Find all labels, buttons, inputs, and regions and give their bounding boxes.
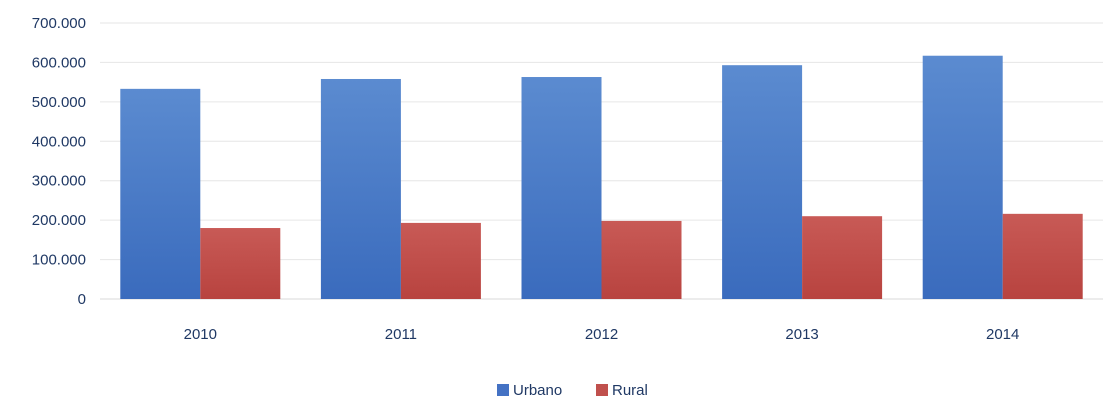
legend-label-urbano: Urbano: [513, 382, 562, 399]
x-tick-label: 2014: [986, 326, 1019, 343]
x-tick-label: 2013: [785, 326, 818, 343]
y-tick-label: 600.000: [32, 54, 86, 71]
legend: Urbano Rural: [497, 382, 648, 399]
y-tick-label: 100.000: [32, 252, 86, 269]
bar-rural-2014: [1002, 213, 1083, 299]
y-tick-label: 400.000: [32, 133, 86, 150]
y-tick-label: 300.000: [32, 173, 86, 190]
bar-urbano-2012: [521, 77, 602, 299]
y-tick-label: 0: [78, 291, 86, 308]
y-tick-label: 200.000: [32, 212, 86, 229]
bar-urbano-2013: [722, 65, 803, 299]
bar-rural-2012: [601, 220, 682, 299]
legend-swatch-urbano: [497, 384, 509, 396]
y-axis-ticks: 0 100.000 200.000 300.000 400.000 500.000 600.…: [32, 15, 86, 308]
x-axis-ticks: 2010 2011 2012 2013 2014: [184, 326, 1020, 343]
bar-rural-2010: [200, 228, 281, 299]
x-tick-label: 2011: [385, 326, 417, 343]
legend-swatch-rural: [596, 384, 608, 396]
bar-urbano-2010: [120, 88, 201, 300]
x-tick-label: 2010: [184, 326, 217, 343]
bar-urbano-2014: [922, 55, 1003, 300]
bar-urbano-2011: [320, 78, 401, 299]
x-tick-label: 2012: [585, 326, 618, 343]
y-tick-label: 500.000: [32, 94, 86, 111]
bar-rural-2013: [802, 216, 883, 299]
y-tick-label: 700.000: [32, 15, 86, 32]
bar-rural-2011: [400, 222, 481, 299]
bars: [120, 55, 1083, 300]
legend-label-rural: Rural: [612, 382, 648, 399]
